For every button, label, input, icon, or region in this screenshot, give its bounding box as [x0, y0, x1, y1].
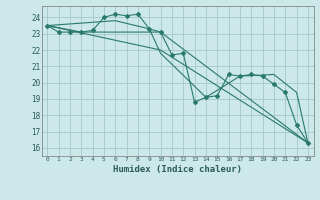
- X-axis label: Humidex (Indice chaleur): Humidex (Indice chaleur): [113, 165, 242, 174]
